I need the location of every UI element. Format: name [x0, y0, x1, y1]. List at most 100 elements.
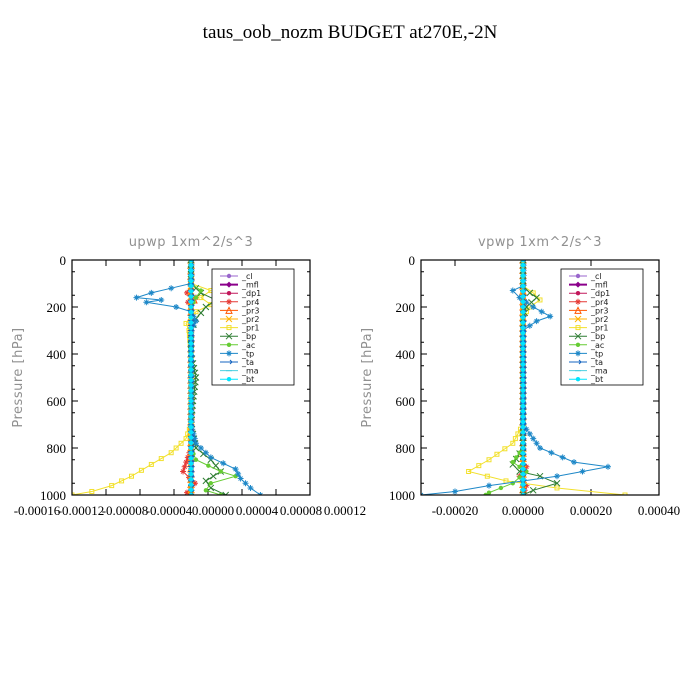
- panel-1-title: upwp 1xm^2/s^3: [129, 235, 254, 250]
- marker-bt: [188, 289, 194, 294]
- x-tick-label-1: -0.00012: [58, 503, 105, 518]
- legend-marker: [575, 342, 581, 347]
- marker-ac: [510, 459, 515, 465]
- legend-label-pr1: _pr1: [241, 324, 259, 333]
- marker-bt: [520, 278, 526, 284]
- legend-label-ac: _ac: [590, 341, 604, 350]
- marker-tp: [538, 308, 545, 315]
- marker-pr1: [494, 451, 500, 457]
- marker-pr1: [554, 485, 560, 491]
- marker-bp: [519, 491, 527, 495]
- panel-1-legend: _cl_mfl_dp1_pr4_pr3_pr2_pr1_bp_ac_tp_ta_…: [211, 268, 295, 386]
- marker-bt: [188, 315, 194, 320]
- marker-tp: [192, 318, 199, 325]
- marker-bt: [188, 456, 194, 461]
- marker-bt: [188, 451, 194, 456]
- marker-bt: [188, 325, 194, 331]
- marker-bt: [520, 451, 526, 456]
- legend-marker: [575, 273, 581, 279]
- legend-marker: [226, 291, 232, 296]
- marker-bt: [520, 304, 526, 310]
- marker-pr1: [158, 456, 164, 462]
- marker-bt: [188, 341, 194, 346]
- marker-bt: [188, 409, 194, 414]
- marker-tp: [452, 488, 458, 495]
- legend-box: [560, 268, 644, 386]
- marker-pr1: [502, 446, 508, 452]
- x-tick-label-0: -0.00020: [432, 503, 479, 518]
- legend-marker: [226, 273, 232, 279]
- marker-bt: [520, 273, 526, 278]
- legend-label-pr4: _pr4: [241, 298, 259, 307]
- legend-marker: [575, 377, 581, 382]
- marker-bt: [520, 299, 526, 304]
- marker-bt: [520, 357, 526, 362]
- marker-bt: [520, 351, 526, 357]
- marker-bt: [188, 430, 194, 435]
- marker-pr4: [181, 463, 188, 470]
- marker-tp: [133, 294, 140, 301]
- marker-bp: [202, 477, 210, 485]
- marker-tp: [547, 313, 554, 320]
- marker-bt: [520, 482, 526, 487]
- marker-ac: [203, 488, 209, 493]
- marker-pr4: [183, 459, 190, 466]
- y-tick-label-4: 800: [47, 441, 67, 456]
- legend-label-pr3: _pr3: [590, 306, 608, 315]
- legend-label-bt: _bt: [590, 375, 603, 384]
- x-tick-label-3: -0.00004: [146, 503, 193, 518]
- x-tick-label-0: -0.00016: [14, 503, 61, 518]
- legend-label-ta: _ta: [241, 358, 254, 367]
- marker-bt: [520, 466, 526, 472]
- legend-label-pr2: _pr2: [590, 315, 608, 324]
- marker-bt: [520, 320, 526, 325]
- marker-bt: [520, 367, 526, 372]
- marker-pr1: [486, 457, 492, 463]
- marker-pr1: [173, 445, 179, 451]
- legend-marker: [226, 350, 232, 357]
- x-tick-label-4: 0.00000: [192, 503, 234, 518]
- marker-ac: [517, 464, 522, 469]
- marker-bt: [188, 477, 194, 482]
- marker-tp: [197, 445, 204, 451]
- legend-label-tp: _tp: [590, 349, 603, 358]
- marker-bt: [520, 336, 526, 341]
- marker-tp: [579, 468, 586, 475]
- marker-bt: [188, 283, 194, 289]
- marker-bt: [520, 325, 526, 331]
- legend-marker: [574, 332, 582, 340]
- legend-label-bp: _bp: [241, 332, 256, 341]
- marker-pr1: [466, 469, 472, 474]
- marker-pr1: [198, 295, 204, 301]
- marker-bt: [520, 461, 526, 466]
- marker-pr1: [138, 467, 144, 473]
- marker-bp: [529, 486, 537, 494]
- marker-bt: [520, 315, 526, 320]
- marker-tp: [530, 304, 537, 310]
- legend-marker: [575, 325, 581, 331]
- marker-tp: [554, 473, 560, 480]
- marker-bt: [188, 377, 194, 383]
- legend-label-bp: _bp: [590, 332, 605, 341]
- legend-marker: [226, 298, 232, 305]
- x-tick-label-5: 0.00004: [236, 503, 279, 518]
- marker-tp: [220, 460, 227, 467]
- marker-bt: [188, 362, 194, 367]
- marker-bt: [520, 404, 526, 409]
- marker-ac: [206, 463, 211, 468]
- marker-bt: [520, 346, 526, 351]
- marker-bt: [188, 383, 194, 388]
- marker-tp: [523, 426, 530, 433]
- marker-bt: [188, 471, 194, 477]
- marker-bt: [520, 435, 526, 440]
- marker-bt: [188, 310, 194, 315]
- marker-pr4: [184, 454, 191, 461]
- panel-2: vpwp 1xm^2/s^3 Pressure [hPa] 0 200 400 600 80…: [360, 235, 680, 518]
- y-tick-label-5: 1000: [40, 488, 66, 503]
- marker-ac: [193, 295, 199, 300]
- legend-marker: [226, 281, 232, 288]
- y-tick-label-3: 600: [396, 394, 416, 409]
- marker-ac: [517, 475, 522, 480]
- marker-bt: [188, 440, 194, 445]
- marker-pr1: [109, 483, 115, 489]
